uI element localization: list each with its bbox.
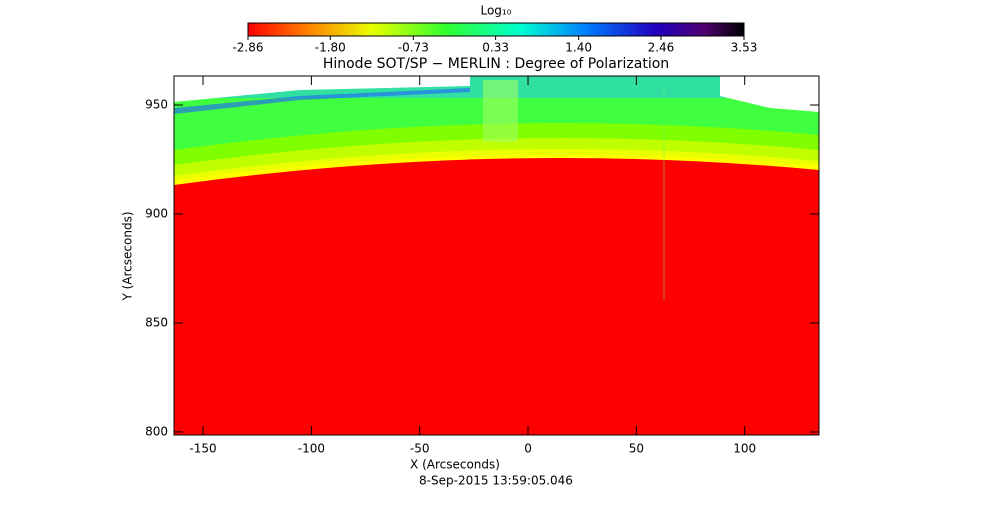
colorbar-tick-label: 3.53 bbox=[731, 41, 758, 55]
x-tick-label: 100 bbox=[733, 442, 756, 456]
y-tick-label: 800 bbox=[145, 424, 168, 438]
plot-frame bbox=[173, 75, 820, 436]
colorbar-tick-label: 0.33 bbox=[482, 41, 509, 55]
y-tick-label: 950 bbox=[145, 97, 168, 111]
chart-title: Hinode SOT/SP − MERLIN : Degree of Polar… bbox=[323, 56, 669, 72]
footnote: 8-Sep-2015 13:59:05.046 bbox=[419, 474, 573, 488]
colorbar-tick-label: 1.40 bbox=[565, 41, 592, 55]
x-tick-label: -50 bbox=[410, 442, 430, 456]
colorbar-tick-label: -0.73 bbox=[398, 41, 429, 55]
colorbar bbox=[247, 22, 745, 37]
x-tick-label: -150 bbox=[189, 442, 216, 456]
colorbar-tick-label: -2.86 bbox=[232, 41, 263, 55]
x-axis-label: X (Arcseconds) bbox=[410, 458, 500, 472]
colorbar-tick-label: 2.46 bbox=[648, 41, 675, 55]
x-tick-label: 0 bbox=[524, 442, 532, 456]
colorbar-tick-label: -1.80 bbox=[315, 41, 346, 55]
x-tick-label: 50 bbox=[629, 442, 644, 456]
y-tick-label: 900 bbox=[145, 206, 168, 220]
colorbar-title: Log₁₀ bbox=[480, 4, 511, 18]
y-axis-label: Y (Arcseconds) bbox=[121, 211, 135, 301]
solar-image bbox=[174, 76, 819, 435]
y-tick-label: 850 bbox=[145, 315, 168, 329]
x-tick-label: -100 bbox=[298, 442, 325, 456]
